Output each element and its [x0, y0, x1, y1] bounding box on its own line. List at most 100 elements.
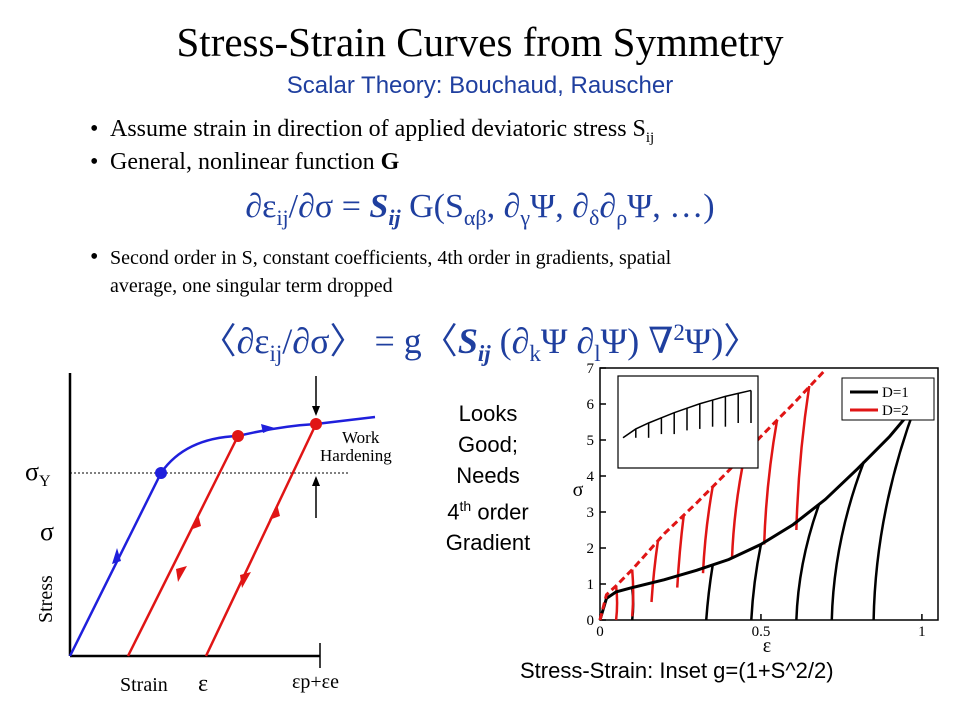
slide-title: Stress-Strain Curves from Symmetry [176, 19, 784, 65]
y-tick-label: 5 [587, 433, 595, 449]
eq2-p3: Ψ) ∇ [600, 321, 674, 361]
eq1-r3-sub: ρ [616, 204, 628, 230]
unload-line-1 [126, 435, 240, 657]
arrow-down-red-2 [240, 572, 251, 588]
bullet-3-line2: average, one singular term dropped [110, 275, 393, 297]
unloading-branch-D2 [614, 585, 619, 621]
unloading-branch-D1 [795, 504, 821, 621]
sigma-label: σ [40, 517, 54, 546]
slide-subtitle: Scalar Theory: Bouchaud, Rauscher [286, 72, 674, 99]
bullet-1-text: Assume strain in direction of applied de… [110, 116, 646, 142]
x-tick-label: 1 [918, 624, 926, 640]
unloading-branch-D1 [750, 544, 763, 621]
eq2-open-sub: ij [269, 341, 283, 367]
side-note: Looks Good; Needs 4th order Gradient [418, 398, 558, 558]
epsilon-label: ε [198, 671, 208, 697]
unloading-branch-D1 [872, 405, 917, 621]
eq1-lhs: ∂ε [245, 188, 277, 225]
arrow-up-red-2 [269, 504, 280, 520]
unloading-branch-D2 [762, 419, 779, 545]
equation-1: ∂εij/∂σ = Sij G(Sαβ, ∂γΨ, ∂δ∂ρΨ, …) [0, 188, 960, 231]
sigma-y-label: σY [25, 457, 51, 490]
arrow-down-black [312, 406, 320, 416]
hardening-label: Hardening [320, 446, 392, 465]
y-tick-label: 7 [587, 361, 595, 377]
legend-box [841, 377, 935, 421]
bullet-1: • Assume strain in direction of applied d… [90, 116, 655, 146]
eq1-r2-sub: δ [589, 204, 600, 230]
unloading-branch-D2 [676, 515, 685, 588]
stress-strain-chart: 0 0.5 1 0 1 2 3 4 5 6 7 D=1 D=2 ε σ [573, 361, 939, 655]
side-note-line-2: Good; [458, 432, 518, 457]
eq1-lhs-sub: ij [276, 204, 289, 230]
arrow-right-blue [261, 424, 275, 433]
y-tick-label: 2 [587, 541, 595, 557]
eq1-G: G(S [400, 188, 464, 225]
unloading-branch-D1 [704, 565, 714, 621]
y-axis-label: σ [573, 479, 584, 501]
strain-axis-label: Strain [120, 674, 168, 696]
eq2-p1: (∂ [490, 321, 530, 361]
unloading-branch-D2 [795, 385, 811, 531]
work-label: Work [342, 428, 380, 447]
x-tick-label: 0.5 [752, 624, 771, 640]
arrow-down-red-1 [176, 566, 187, 582]
eq2-p4: Ψ)〉 [684, 321, 760, 361]
legend-label: D=1 [882, 385, 909, 401]
x-axis-label: ε [763, 635, 771, 655]
eq1-r2: Ψ, ∂ [530, 188, 590, 225]
yield-point [155, 467, 167, 479]
eq2-p2: Ψ ∂ [540, 321, 595, 361]
unload-line-2 [204, 423, 318, 657]
eq2-p3-sup: 2 [673, 320, 685, 345]
y-tick-label: 4 [587, 469, 595, 485]
eq1-r1-sub: γ [520, 204, 531, 230]
chart-caption: Stress-Strain: Inset g=(1+S^2/2) [520, 658, 834, 683]
y-tick-label: 6 [587, 397, 595, 413]
ep-ee-label: εp+εe [292, 671, 339, 693]
eq2-open: 〈∂ε [200, 321, 270, 361]
series-line-D1 [598, 404, 917, 621]
arrow-up-red-1 [190, 514, 201, 530]
y-tick-label: 1 [587, 577, 595, 593]
arrow-up-blue [112, 548, 121, 564]
eq1-r3: ∂ [599, 188, 617, 225]
chart-frame [599, 367, 939, 621]
bullet-2: • General, nonlinear function G [90, 149, 400, 175]
x-tick-label: 0 [596, 624, 604, 640]
eq1-r1: , ∂ [486, 188, 521, 225]
unloading-branch-D2 [650, 540, 660, 603]
side-note-line-3: Needs [456, 463, 520, 488]
eq2-mid: /∂σ〉 = g〈 [282, 321, 458, 361]
side-note-line-4: 4th order [447, 498, 529, 525]
bullet-3-line1: Second order in S, constant coefficients… [110, 247, 672, 269]
bullet-1-sub: ij [645, 129, 655, 146]
work-hardening-diagram: σY σ Stress Strain ε εp+εe Work Hardenin… [25, 373, 392, 697]
eq1-S: S [369, 188, 389, 225]
unloading-branch-D2 [730, 454, 747, 559]
inset-frame [617, 375, 759, 469]
unload-point-1 [232, 430, 244, 442]
unloading-branch-D1 [830, 461, 866, 621]
eq2-p2-sub: l [594, 341, 601, 367]
arrow-up-black [312, 476, 320, 486]
y-tick-label: 3 [587, 505, 595, 521]
stress-axis-label: Stress [35, 575, 57, 623]
unloading-branch-D2 [701, 486, 714, 574]
eq2-S: S [457, 321, 478, 361]
eq1-G-sub: αβ [463, 204, 487, 230]
side-note-line-1: Looks [458, 401, 518, 426]
bullet-2-text: General, nonlinear function [110, 149, 381, 175]
bullet-3: • Second order in S, constant coefficient… [90, 243, 870, 300]
legend-label: D=2 [882, 403, 909, 419]
bullet-2-bold: G [380, 149, 400, 175]
series-line-D2 [598, 368, 827, 621]
side-note-line-5: Gradient [445, 530, 531, 556]
equation-2: 〈∂εij/∂σ〉 = g〈Sij (∂kΨ ∂lΨ) ∇2Ψ)〉 [0, 312, 960, 367]
eq1-S-sub: ij [388, 204, 401, 230]
eq2-p1-sub: k [529, 341, 541, 367]
eq1-mid: /∂σ = [288, 188, 370, 225]
unloading-branch-D2 [630, 569, 635, 617]
eq1-r4: Ψ, …) [627, 188, 715, 225]
unload-point-2 [310, 418, 322, 430]
